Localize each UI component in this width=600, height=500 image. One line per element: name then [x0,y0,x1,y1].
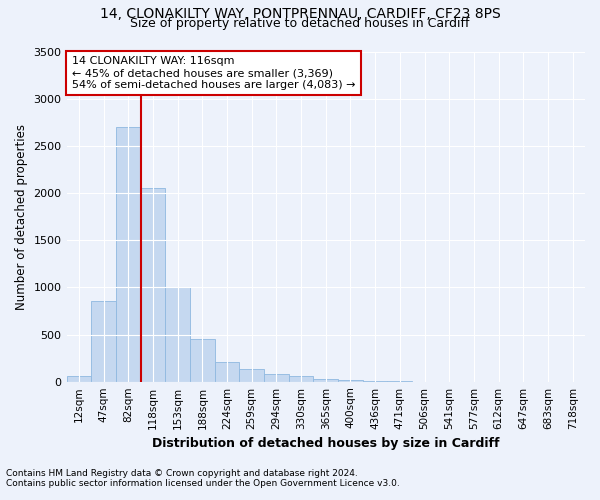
Text: Size of property relative to detached houses in Cardiff: Size of property relative to detached ho… [130,18,470,30]
Bar [313,379,338,382]
Bar [116,127,140,382]
Bar [264,374,289,382]
Bar [289,376,313,382]
Bar [338,380,363,382]
Text: Contains public sector information licensed under the Open Government Licence v3: Contains public sector information licen… [6,478,400,488]
Bar [239,370,264,382]
Bar [190,339,215,382]
Bar [215,362,239,382]
Text: Contains HM Land Registry data © Crown copyright and database right 2024.: Contains HM Land Registry data © Crown c… [6,468,358,477]
Text: 14 CLONAKILTY WAY: 116sqm
← 45% of detached houses are smaller (3,369)
54% of se: 14 CLONAKILTY WAY: 116sqm ← 45% of detac… [72,56,355,90]
Bar [91,302,116,382]
Bar [140,188,165,382]
Bar [67,376,91,382]
Bar [363,381,388,382]
Y-axis label: Number of detached properties: Number of detached properties [15,124,28,310]
X-axis label: Distribution of detached houses by size in Cardiff: Distribution of detached houses by size … [152,437,500,450]
Bar [165,288,190,382]
Text: 14, CLONAKILTY WAY, PONTPRENNAU, CARDIFF, CF23 8PS: 14, CLONAKILTY WAY, PONTPRENNAU, CARDIFF… [100,8,500,22]
